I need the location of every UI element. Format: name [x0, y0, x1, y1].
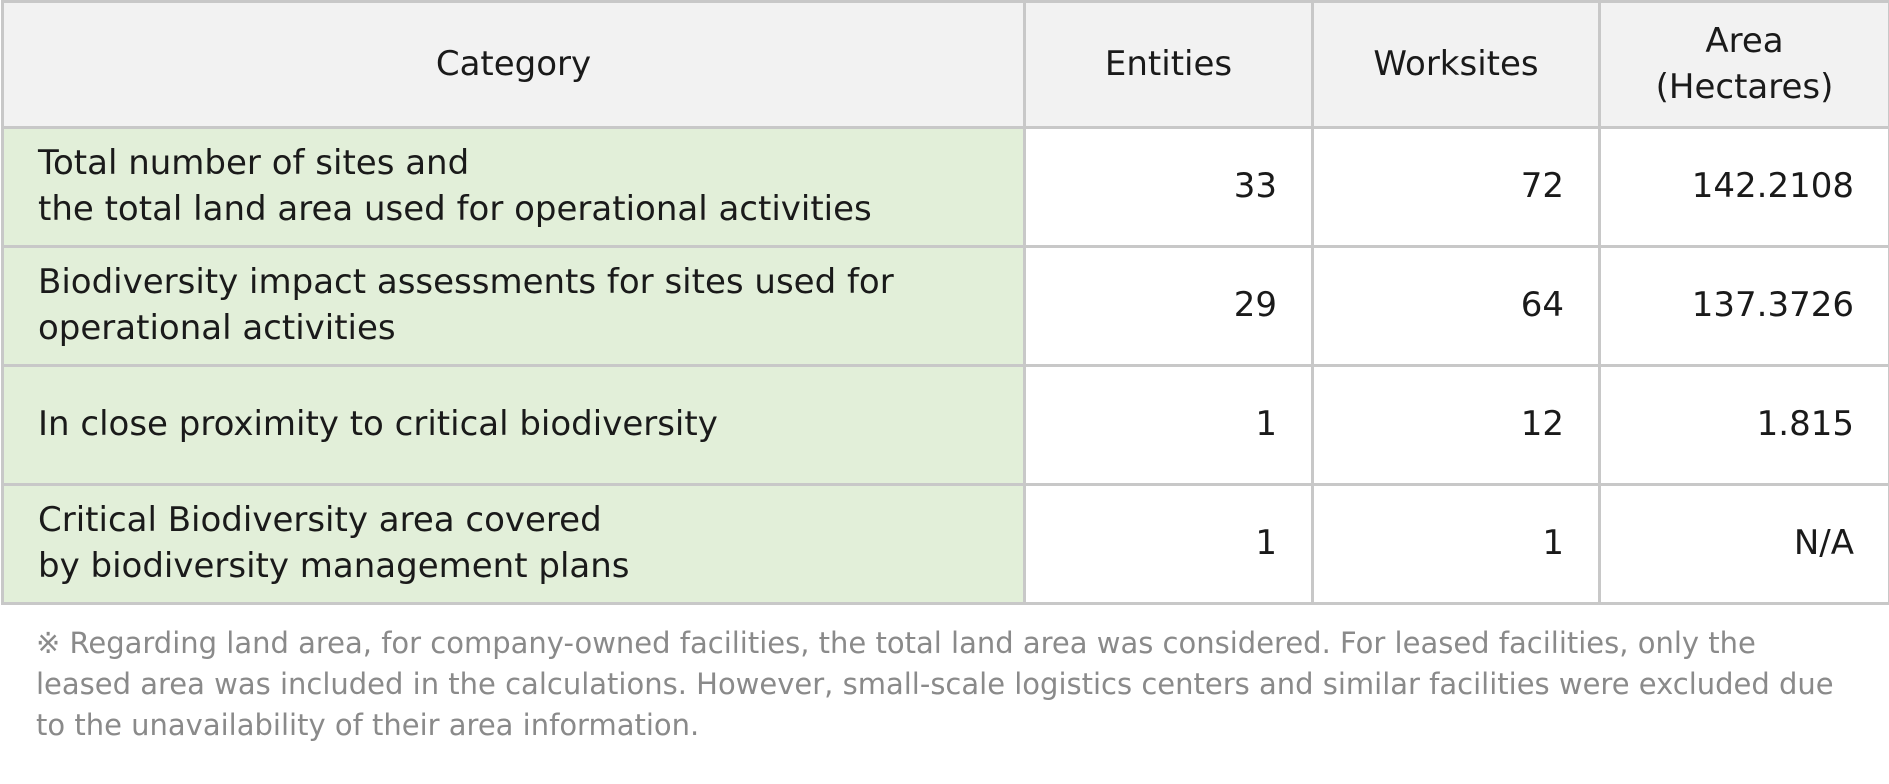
value-cell: 137.3726: [1598, 245, 1889, 367]
category-cell: Critical Biodiversity area covered by bi…: [1, 483, 1026, 605]
category-cell: In close proximity to critical biodivers…: [1, 364, 1026, 486]
data-table: Category Entities Worksites Area (Hectares)…: [1, 0, 1889, 605]
value-cell: 1: [1023, 483, 1314, 605]
value-cell: 1.815: [1598, 364, 1889, 486]
value-cell: 142.2108: [1598, 126, 1889, 248]
category-cell: Biodiversity impact assessments for site…: [1, 245, 1026, 367]
table-row: Total number of sites and the total land…: [1, 126, 1889, 248]
value-cell: 33: [1023, 126, 1314, 248]
table-body: Total number of sites and the total land…: [1, 126, 1889, 605]
header-cell: Category: [1, 0, 1026, 129]
header-cell: Area (Hectares): [1598, 0, 1889, 129]
value-cell: 12: [1311, 364, 1601, 486]
value-cell: 1: [1311, 483, 1601, 605]
table-row: Biodiversity impact assessments for site…: [1, 245, 1889, 367]
header-row: Category Entities Worksites Area (Hectares): [1, 0, 1889, 129]
value-cell: 64: [1311, 245, 1601, 367]
table-row: In close proximity to critical biodivers…: [1, 364, 1889, 486]
value-cell: 72: [1311, 126, 1601, 248]
value-cell: 29: [1023, 245, 1314, 367]
footnote: ※ Regarding land area, for company-owned…: [36, 626, 1834, 742]
header-cell: Worksites: [1311, 0, 1601, 129]
table-row: Critical Biodiversity area covered by bi…: [1, 483, 1889, 605]
category-cell: Total number of sites and the total land…: [1, 126, 1026, 248]
value-cell: N/A: [1598, 483, 1889, 605]
value-cell: 1: [1023, 364, 1314, 486]
header-cell: Entities: [1023, 0, 1314, 129]
